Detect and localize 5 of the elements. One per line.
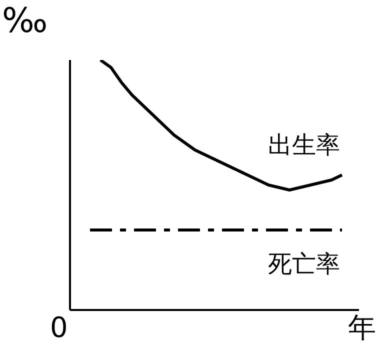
text: 0 (50, 311, 68, 344)
x-axis-title: 年 (348, 311, 376, 344)
series-label: 死亡率 (268, 250, 340, 278)
series-label: 出生率 (268, 131, 340, 159)
y-axis-title: ‰ (2, 1, 48, 41)
